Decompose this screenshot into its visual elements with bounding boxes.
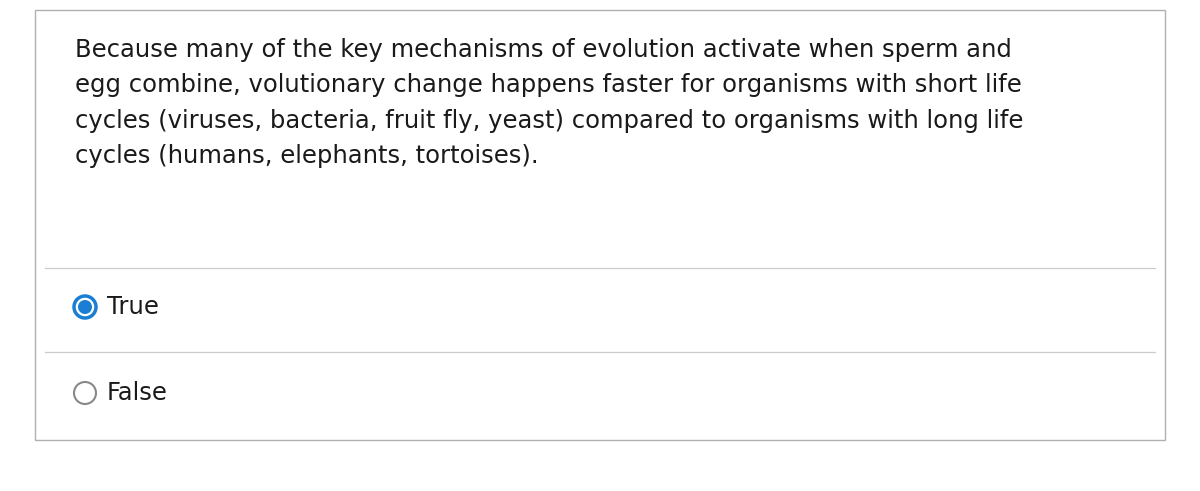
- Text: Because many of the key mechanisms of evolution activate when sperm and
egg comb: Because many of the key mechanisms of ev…: [74, 38, 1024, 168]
- Ellipse shape: [74, 296, 96, 318]
- Ellipse shape: [74, 382, 96, 404]
- Ellipse shape: [78, 300, 92, 314]
- FancyBboxPatch shape: [35, 10, 1165, 440]
- Text: False: False: [107, 381, 168, 405]
- Text: True: True: [107, 295, 158, 319]
